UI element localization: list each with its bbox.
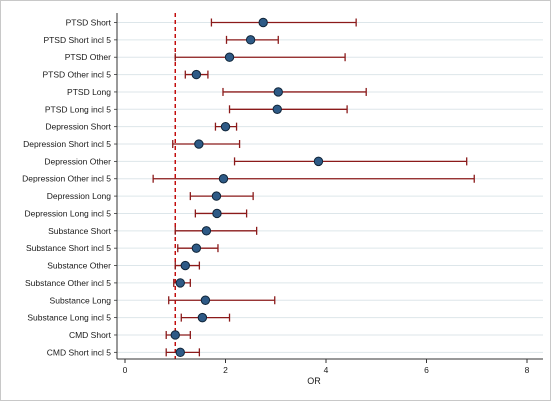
or-marker — [201, 226, 212, 236]
row-label: Substance Long incl 5 — [27, 313, 111, 323]
row-label: Depression Other incl 5 — [22, 174, 111, 184]
row-label: PTSD Long — [67, 87, 111, 97]
row-labels: PTSD Short PTSD Short incl 5 PTSD Other PTS… — [22, 18, 117, 357]
or-marker — [224, 52, 235, 62]
x-tick-label: 0 — [123, 365, 128, 375]
row-label: Depression Long — [47, 191, 112, 201]
plot-area — [117, 13, 543, 359]
row-label: CMD Short incl 5 — [47, 347, 112, 357]
row-label: Depression Long incl 5 — [25, 208, 112, 218]
confidence-intervals — [152, 18, 475, 357]
x-tick-label: 4 — [324, 365, 329, 375]
row-label: PTSD Short — [66, 18, 112, 28]
row-label: PTSD Other — [65, 52, 111, 62]
or-marker — [220, 121, 231, 132]
row-label: PTSD Long incl 5 — [45, 104, 111, 114]
or-marker — [313, 156, 324, 167]
or-marker — [273, 87, 283, 97]
row-label: Depression Short incl 5 — [23, 139, 111, 149]
or-marker — [212, 208, 222, 219]
or-marker — [272, 104, 282, 115]
or-marker — [194, 139, 204, 149]
or-marker — [191, 243, 202, 253]
row-label: Substance Other incl 5 — [25, 278, 111, 288]
x-axis-ticks: 0 2 4 6 8 — [123, 359, 530, 375]
row-label: Depression Short — [45, 122, 111, 132]
row-label: Depression Other — [44, 156, 111, 166]
row-label: Substance Short incl 5 — [26, 243, 111, 253]
or-marker — [175, 278, 185, 288]
x-axis-title: OR — [307, 376, 321, 386]
point-estimates — [170, 17, 324, 358]
or-marker — [258, 17, 268, 28]
or-marker — [170, 330, 180, 340]
or-marker — [200, 295, 211, 305]
row-label: PTSD Other incl 5 — [43, 70, 112, 80]
x-tick-label: 6 — [424, 365, 429, 375]
or-marker — [197, 312, 208, 323]
or-marker — [180, 260, 191, 271]
or-marker — [245, 35, 256, 45]
or-marker — [175, 347, 185, 358]
row-label: CMD Short — [69, 330, 112, 340]
x-tick-label: 2 — [223, 365, 228, 375]
or-marker — [191, 69, 202, 80]
row-label: Substance Long — [50, 295, 112, 305]
or-marker — [218, 174, 229, 184]
or-marker — [211, 191, 222, 201]
row-label: PTSD Short incl 5 — [43, 35, 111, 45]
row-label: Substance Other — [47, 261, 111, 271]
row-label: Substance Short — [48, 226, 111, 236]
x-tick-label: 8 — [525, 365, 530, 375]
